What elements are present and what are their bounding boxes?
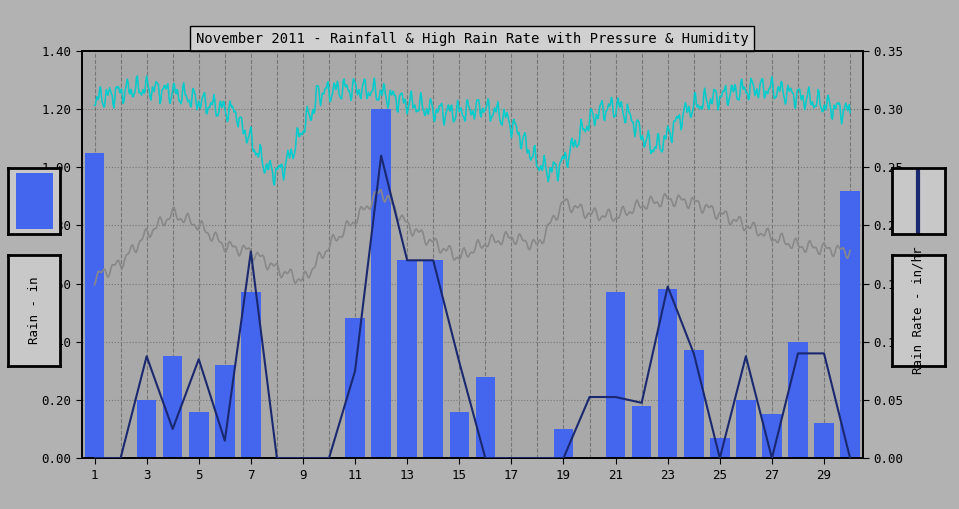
Bar — [397, 260, 417, 458]
Bar — [215, 365, 235, 458]
Title: November 2011 - Rainfall & High Rain Rate with Pressure & Humidity: November 2011 - Rainfall & High Rain Rat… — [196, 32, 749, 46]
Bar — [424, 260, 443, 458]
Bar — [632, 406, 651, 458]
Bar — [189, 412, 208, 458]
Bar — [15, 173, 53, 229]
Bar — [84, 153, 105, 458]
Bar — [553, 429, 573, 458]
Bar — [788, 342, 807, 458]
Bar — [476, 377, 495, 458]
Bar — [137, 400, 156, 458]
Bar — [684, 351, 704, 458]
Bar — [241, 292, 261, 458]
Bar — [737, 400, 756, 458]
Bar — [710, 438, 730, 458]
Bar — [345, 319, 364, 458]
Bar — [450, 412, 469, 458]
Bar — [814, 423, 833, 458]
Text: Rain Rate - in/hr: Rain Rate - in/hr — [912, 247, 924, 374]
Bar — [163, 356, 182, 458]
Bar — [840, 190, 860, 458]
Bar — [371, 109, 391, 458]
Bar — [762, 414, 782, 458]
Text: Rain - in: Rain - in — [28, 277, 40, 344]
Bar — [658, 290, 677, 458]
Bar — [606, 292, 625, 458]
